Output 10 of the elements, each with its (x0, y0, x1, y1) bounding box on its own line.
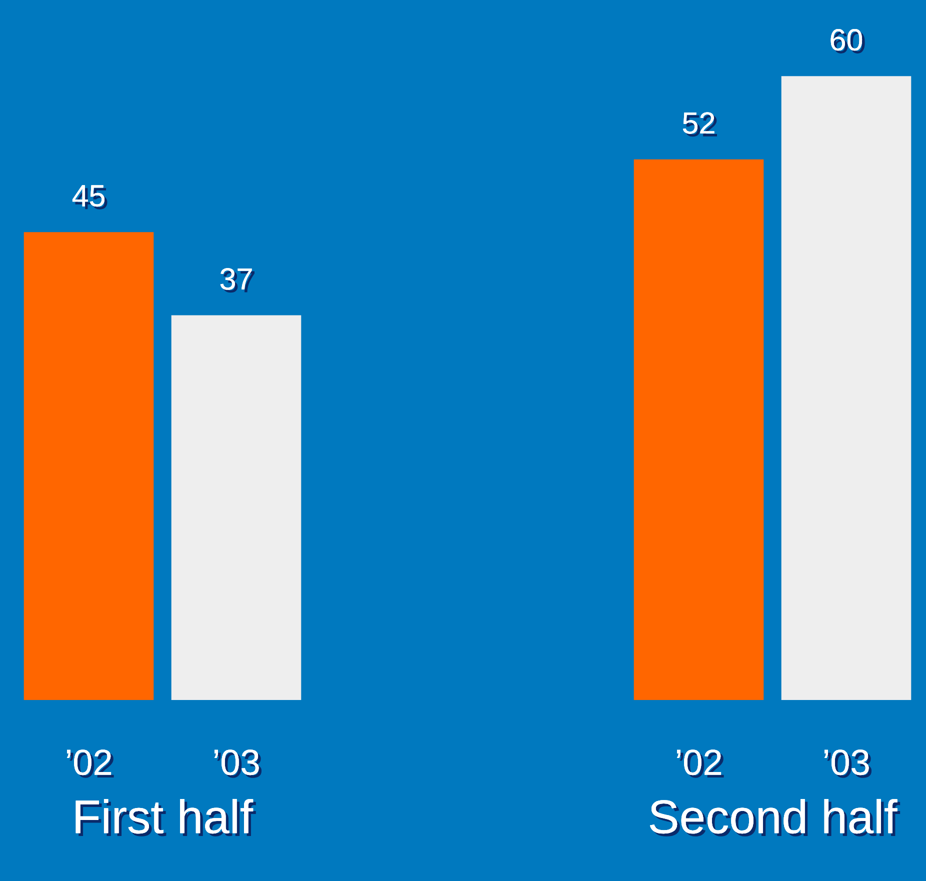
x-tick-label: ’02 (66, 750, 114, 778)
data-label: 60 (830, 29, 865, 54)
x-axis-title: First half (76, 798, 256, 836)
x-tick-label: ’03 (824, 750, 872, 778)
x-tick-label: ’02 (676, 750, 724, 778)
data-label: 45 (72, 185, 108, 210)
data-label: 52 (682, 112, 717, 137)
data-label: 37 (220, 268, 254, 293)
x-tick-label: ’03 (214, 750, 262, 778)
x-axis-title: Second half (650, 798, 900, 836)
